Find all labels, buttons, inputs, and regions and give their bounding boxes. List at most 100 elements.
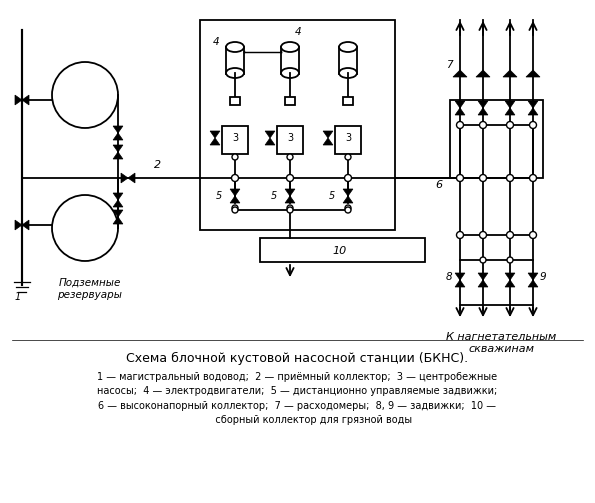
Polygon shape [230, 196, 240, 203]
Bar [281, 47, 299, 74]
Polygon shape [121, 173, 128, 183]
Circle shape [232, 207, 238, 213]
Circle shape [456, 175, 464, 182]
Polygon shape [22, 95, 29, 105]
Polygon shape [22, 220, 29, 230]
Polygon shape [505, 108, 515, 115]
Polygon shape [343, 189, 353, 196]
Ellipse shape [339, 68, 357, 78]
Text: 1: 1 [15, 292, 21, 302]
Bar [339, 47, 357, 74]
Circle shape [480, 175, 487, 182]
Circle shape [506, 175, 513, 182]
Text: 5: 5 [329, 191, 335, 201]
Text: 2: 2 [155, 160, 162, 170]
Polygon shape [476, 70, 490, 77]
Circle shape [456, 231, 464, 238]
Polygon shape [113, 210, 123, 217]
Text: 4: 4 [213, 37, 220, 47]
Polygon shape [455, 280, 465, 287]
Polygon shape [478, 273, 488, 280]
Circle shape [231, 175, 239, 182]
Bar [226, 47, 244, 74]
Polygon shape [210, 138, 220, 145]
Polygon shape [505, 280, 515, 287]
Polygon shape [478, 101, 488, 108]
Ellipse shape [226, 42, 244, 52]
Text: 7: 7 [446, 60, 453, 70]
Polygon shape [528, 101, 538, 108]
Circle shape [506, 122, 513, 128]
Circle shape [287, 205, 293, 211]
Bar [200, 20, 395, 230]
Polygon shape [113, 193, 123, 200]
Text: 5: 5 [271, 191, 277, 201]
Polygon shape [343, 196, 353, 203]
Polygon shape [113, 133, 123, 140]
Polygon shape [528, 108, 538, 115]
Bar [230, 97, 240, 105]
Circle shape [232, 205, 238, 211]
Polygon shape [528, 280, 538, 287]
Polygon shape [113, 152, 123, 159]
Polygon shape [455, 273, 465, 280]
Polygon shape [478, 108, 488, 115]
Text: К нагнетательным
скважинам: К нагнетательным скважинам [446, 332, 556, 354]
Polygon shape [505, 101, 515, 108]
Polygon shape [230, 189, 240, 196]
Text: 9: 9 [540, 272, 547, 282]
Text: 4: 4 [295, 27, 302, 37]
Polygon shape [210, 131, 220, 138]
Text: 3: 3 [287, 133, 293, 143]
Circle shape [287, 207, 293, 213]
Polygon shape [323, 131, 333, 138]
Polygon shape [128, 173, 135, 183]
Circle shape [530, 122, 537, 128]
Circle shape [507, 257, 513, 263]
Bar [343, 97, 353, 105]
Polygon shape [265, 138, 275, 145]
Text: Подземные
резервуары: Подземные резервуары [58, 278, 123, 300]
Circle shape [456, 122, 464, 128]
Circle shape [287, 175, 293, 182]
Polygon shape [113, 126, 123, 133]
Text: 3: 3 [232, 133, 238, 143]
Circle shape [52, 62, 118, 128]
Text: Схема блочной кустовой насосной станции (БКНС).: Схема блочной кустовой насосной станции … [126, 352, 468, 365]
Polygon shape [503, 70, 517, 77]
Polygon shape [455, 101, 465, 108]
Polygon shape [15, 95, 22, 105]
Polygon shape [113, 200, 123, 207]
Bar [277, 126, 303, 154]
Circle shape [345, 175, 352, 182]
Circle shape [530, 175, 537, 182]
Text: 8: 8 [446, 272, 453, 282]
Bar [335, 126, 361, 154]
Text: 1 — магистральный водовод;  2 — приёмный коллектор;  3 — центробежные
насосы;  4: 1 — магистральный водовод; 2 — приёмный … [97, 372, 497, 425]
Polygon shape [505, 273, 515, 280]
Circle shape [530, 231, 537, 238]
Circle shape [232, 154, 238, 160]
Polygon shape [453, 70, 467, 77]
Polygon shape [113, 217, 123, 224]
Circle shape [480, 122, 487, 128]
Bar [450, 100, 543, 178]
Ellipse shape [226, 68, 244, 78]
Polygon shape [285, 189, 295, 196]
Circle shape [480, 231, 487, 238]
Text: 10: 10 [333, 246, 347, 256]
Circle shape [287, 154, 293, 160]
Polygon shape [455, 108, 465, 115]
Polygon shape [526, 70, 540, 77]
Circle shape [345, 154, 351, 160]
Ellipse shape [281, 68, 299, 78]
Polygon shape [285, 196, 295, 203]
Polygon shape [478, 280, 488, 287]
Polygon shape [528, 273, 538, 280]
Circle shape [345, 205, 351, 211]
Text: 5: 5 [216, 191, 222, 201]
Ellipse shape [339, 42, 357, 52]
Bar [285, 97, 295, 105]
Polygon shape [113, 145, 123, 152]
Circle shape [52, 195, 118, 261]
